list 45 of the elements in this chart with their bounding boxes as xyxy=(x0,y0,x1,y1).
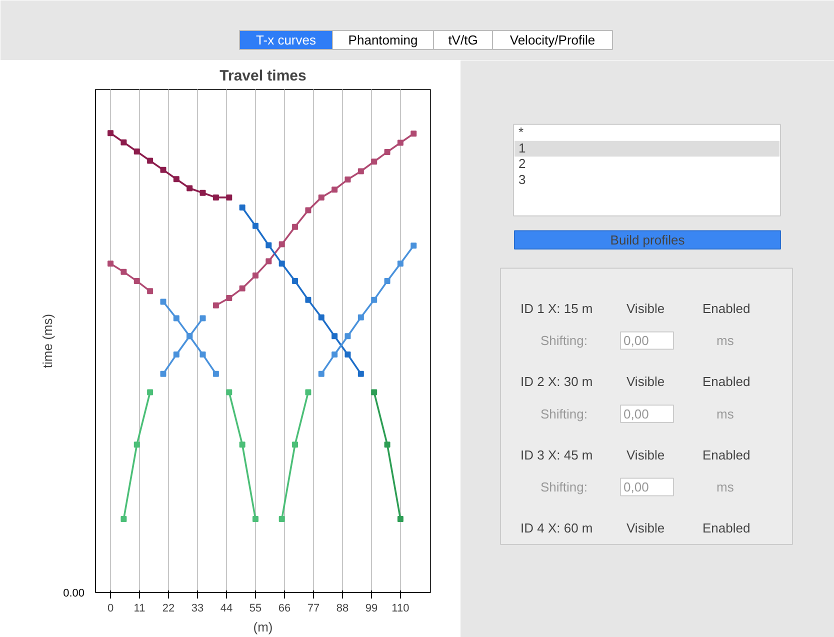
x-tick-label: 99 xyxy=(365,602,378,614)
text: Enabled xyxy=(702,447,750,462)
x-tick-label: 44 xyxy=(220,602,233,614)
x-tick-label: 110 xyxy=(392,602,410,614)
text: Shifting: xyxy=(540,406,588,422)
text: ID 3 X: 45 m xyxy=(520,447,593,462)
x-tick-label: 11 xyxy=(134,602,146,614)
text: Visible xyxy=(626,447,665,462)
text: ms xyxy=(716,333,734,348)
text: Enabled xyxy=(702,520,750,536)
x-tick-label: 33 xyxy=(191,602,204,614)
text: 1 xyxy=(518,140,526,156)
y-axis-title: time (ms) xyxy=(40,314,56,368)
text: * xyxy=(518,124,524,140)
text: Enabled xyxy=(702,300,750,316)
text: Velocity/Profile xyxy=(510,32,596,48)
text: ID 2 X: 30 m xyxy=(520,374,593,390)
text: Shifting: xyxy=(540,333,588,348)
text: Build profiles xyxy=(610,232,686,248)
x-tick-label: 0 xyxy=(107,602,114,614)
text: Shifting: xyxy=(540,480,588,495)
text: 0.00 xyxy=(63,588,85,600)
x-tick-label: 22 xyxy=(162,602,175,614)
text: 0,00 xyxy=(624,480,649,495)
text: T-x curves xyxy=(256,32,316,48)
text: ms xyxy=(716,480,734,495)
text: Visible xyxy=(626,300,665,316)
x-axis-title: (m) xyxy=(253,620,273,634)
text: ID 4 X: 60 m xyxy=(520,520,593,536)
text: 0,00 xyxy=(624,406,649,422)
text: tV/tG xyxy=(448,32,478,48)
chart-title: Travel times xyxy=(220,68,306,84)
text: Visible xyxy=(626,520,665,536)
text: 3 xyxy=(518,172,526,187)
text: 2 xyxy=(518,156,526,172)
text: ms xyxy=(716,406,734,422)
x-tick-label: 88 xyxy=(336,602,349,614)
text: 0,00 xyxy=(624,333,649,348)
text: ID 1 X: 15 m xyxy=(520,300,593,316)
text: Visible xyxy=(626,374,665,390)
text: Enabled xyxy=(702,374,750,390)
x-tick-label: 66 xyxy=(278,602,291,614)
x-tick-label: 55 xyxy=(249,602,262,614)
x-tick-label: 77 xyxy=(307,602,320,614)
text: Phantoming xyxy=(348,32,418,48)
